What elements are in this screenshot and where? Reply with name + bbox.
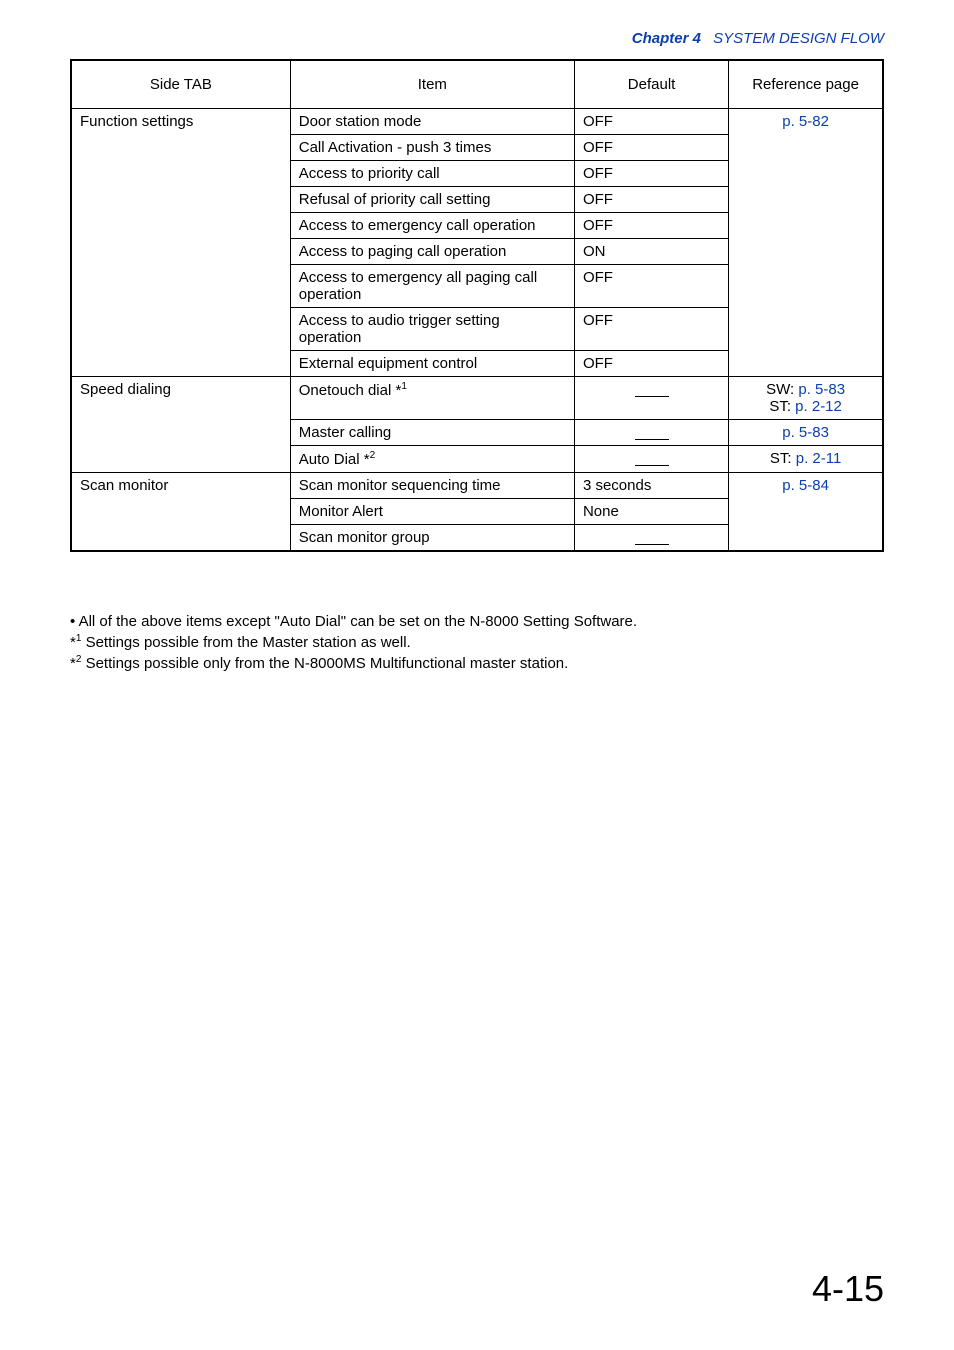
reference-cell: p. 5-83 <box>729 419 883 445</box>
note-1: *1 Settings possible from the Master sta… <box>70 632 884 653</box>
default-cell: OFF <box>574 186 728 212</box>
default-cell: None <box>574 498 728 524</box>
chapter-header: Chapter 4 SYSTEM DESIGN FLOW <box>70 30 884 47</box>
reference-cell: ST: p. 2-11 <box>729 445 883 472</box>
item-cell: Access to emergency call operation <box>290 212 574 238</box>
item-cell: External equipment control <box>290 350 574 376</box>
default-cell: OFF <box>574 108 728 134</box>
table-row: Scan monitorScan monitor sequencing time… <box>71 472 883 498</box>
item-cell: Access to emergency all paging call oper… <box>290 264 574 307</box>
col-default: Default <box>574 60 728 108</box>
side-tab-cell: Scan monitor <box>71 472 290 551</box>
item-cell: Scan monitor group <box>290 524 574 551</box>
note-2: *2 Settings possible only from the N-800… <box>70 653 884 674</box>
chapter-title: SYSTEM DESIGN FLOW <box>713 30 884 47</box>
item-cell: Auto Dial *2 <box>290 445 574 472</box>
default-cell: OFF <box>574 212 728 238</box>
reference-cell: p. 5-84 <box>729 472 883 551</box>
default-cell <box>574 376 728 419</box>
item-cell: Door station mode <box>290 108 574 134</box>
table-row: Function settingsDoor station modeOFFp. … <box>71 108 883 134</box>
default-cell <box>574 419 728 445</box>
table-header-row: Side TAB Item Default Reference page <box>71 60 883 108</box>
item-cell: Access to priority call <box>290 160 574 186</box>
default-cell: OFF <box>574 350 728 376</box>
settings-table: Side TAB Item Default Reference page Fun… <box>70 59 884 552</box>
item-cell: Access to paging call operation <box>290 238 574 264</box>
default-cell: OFF <box>574 160 728 186</box>
page-number: 4-15 <box>812 1268 884 1310</box>
default-cell: OFF <box>574 307 728 350</box>
item-cell: Access to audio trigger setting operatio… <box>290 307 574 350</box>
item-cell: Call Activation - push 3 times <box>290 134 574 160</box>
item-cell: Refusal of priority call setting <box>290 186 574 212</box>
default-cell: 3 seconds <box>574 472 728 498</box>
default-cell: ON <box>574 238 728 264</box>
default-cell <box>574 445 728 472</box>
col-reference: Reference page <box>729 60 883 108</box>
side-tab-cell: Speed dialing <box>71 376 290 472</box>
table-row: Speed dialingOnetouch dial *1SW: p. 5-83… <box>71 376 883 419</box>
default-cell: OFF <box>574 264 728 307</box>
item-cell: Onetouch dial *1 <box>290 376 574 419</box>
chapter-label: Chapter 4 <box>632 30 701 47</box>
default-cell <box>574 524 728 551</box>
item-cell: Monitor Alert <box>290 498 574 524</box>
col-item: Item <box>290 60 574 108</box>
col-side-tab: Side TAB <box>71 60 290 108</box>
default-cell: OFF <box>574 134 728 160</box>
side-tab-cell: Function settings <box>71 108 290 376</box>
item-cell: Scan monitor sequencing time <box>290 472 574 498</box>
note-bullet: • All of the above items except "Auto Di… <box>70 612 884 632</box>
footnotes: • All of the above items except "Auto Di… <box>70 612 884 675</box>
table-body: Function settingsDoor station modeOFFp. … <box>71 108 883 551</box>
reference-cell: p. 5-82 <box>729 108 883 376</box>
item-cell: Master calling <box>290 419 574 445</box>
reference-cell: SW: p. 5-83ST: p. 2-12 <box>729 376 883 419</box>
